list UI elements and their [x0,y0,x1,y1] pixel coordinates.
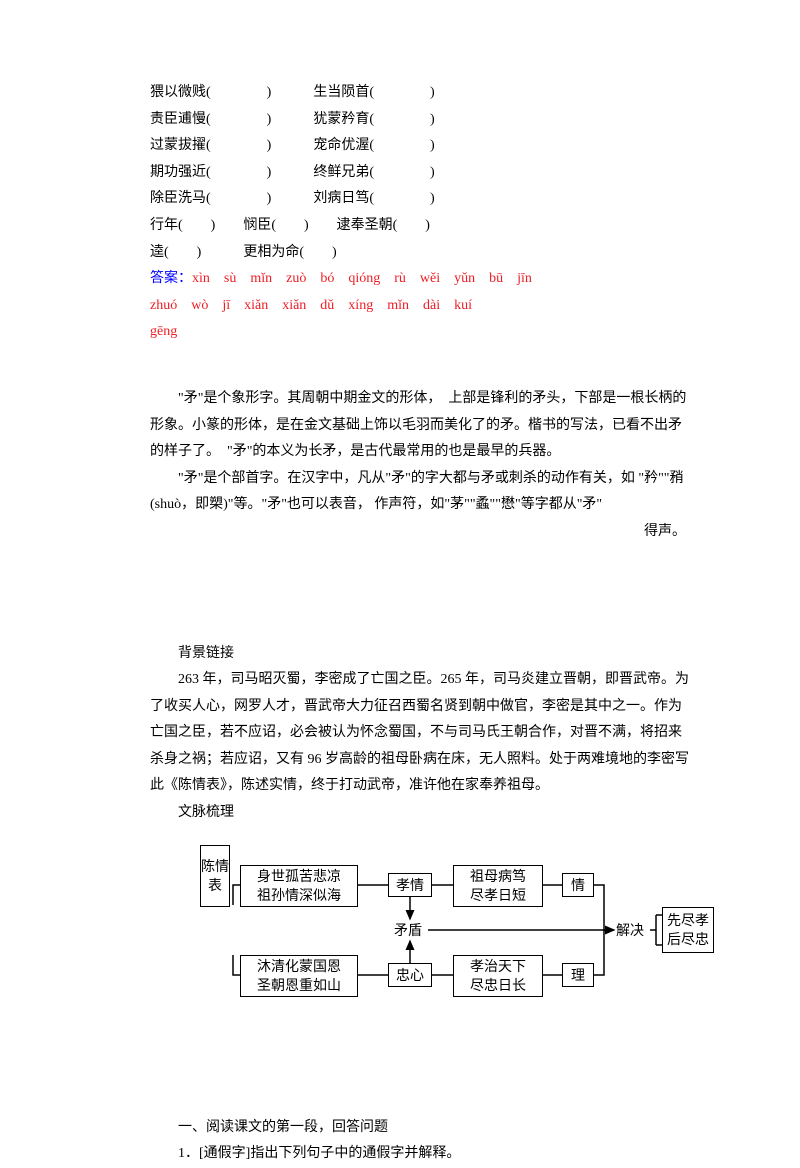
diagram-li: 理 [562,963,594,987]
diagram-top1: 身世孤苦悲凉 祖孙情深似海 [240,865,358,907]
fill-2a: 责臣逋慢( ) [150,112,271,127]
mao-para-2b: 得声。 [150,519,690,546]
diagram-bot2: 孝治天下 尽忠日长 [453,955,543,997]
fill-5b: 刘病日笃( ) [313,191,434,206]
fill-4a: 期功强近( ) [150,165,271,180]
diagram-jiejue: 解决 [616,921,644,939]
diagram-left-title: 陈情表 [200,845,230,907]
diagram-right: 先尽孝 后尽忠 [662,907,714,953]
diagram-bot1: 沐清化蒙国恩 圣朝恩重如山 [240,955,358,997]
fill-3a: 过蒙拔擢( ) [150,138,271,153]
background-para: 263 年，司马昭灭蜀，李密成了亡国之臣。265 年，司马炎建立晋朝，即晋武帝。… [150,667,690,800]
fill-1b: 生当陨首( ) [313,85,434,100]
mao-para-1: "矛"是个象形字。其周朝中期金文的形体， 上部是锋利的矛头，下部是一根长柄的形象… [150,386,690,466]
fill-5a: 除臣洗马( ) [150,191,271,206]
background-title: 背景链接 [150,641,690,668]
diagram-zhongxin: 忠心 [388,963,432,987]
fill-1a: 猥以微贱( ) [150,85,271,100]
answer-line-2: zhuó wò jī xiǎn xiǎn dǔ xíng mǐn dài kuí [150,293,690,320]
answer-line-1: xìn sù mǐn zuò bó qióng rù wěi yǔn bū jī… [192,271,532,286]
question-heading: 一、阅读课文的第一段，回答问题 [150,1115,690,1142]
diagram-qing: 情 [562,873,594,897]
answer-label: 答案： [150,271,192,286]
wenmai-title: 文脉梳理 [150,800,690,827]
fill-7: 逵( ) 更相为命( ) [150,240,690,267]
fill-4b: 终鲜兄弟( ) [313,165,434,180]
fill-3b: 宠命优渥( ) [313,138,434,153]
diagram-top2: 祖母病笃 尽孝日短 [453,865,543,907]
diagram-xiaoqing: 孝情 [388,873,432,897]
fill-2b: 犹蒙矜育( ) [313,112,434,127]
fill-6: 行年( ) 悯臣( ) 逮奉圣朝( ) [150,213,690,240]
question-1: 1．[通假字]指出下列句子中的通假字并解释。 [150,1141,690,1168]
diagram-maodun: 矛盾 [394,921,422,939]
answer-line-3: gēng [150,319,690,346]
mao-para-2a: "矛"是个部首字。在汉字中，凡从"矛"的字大都与矛或刺杀的动作有关，如 "矜""… [150,466,690,519]
flowchart-diagram: 陈情表 身世孤苦悲凉 祖孙情深似海 沐清化蒙国恩 圣朝恩重如山 孝情 忠心 矛盾… [200,845,710,1025]
